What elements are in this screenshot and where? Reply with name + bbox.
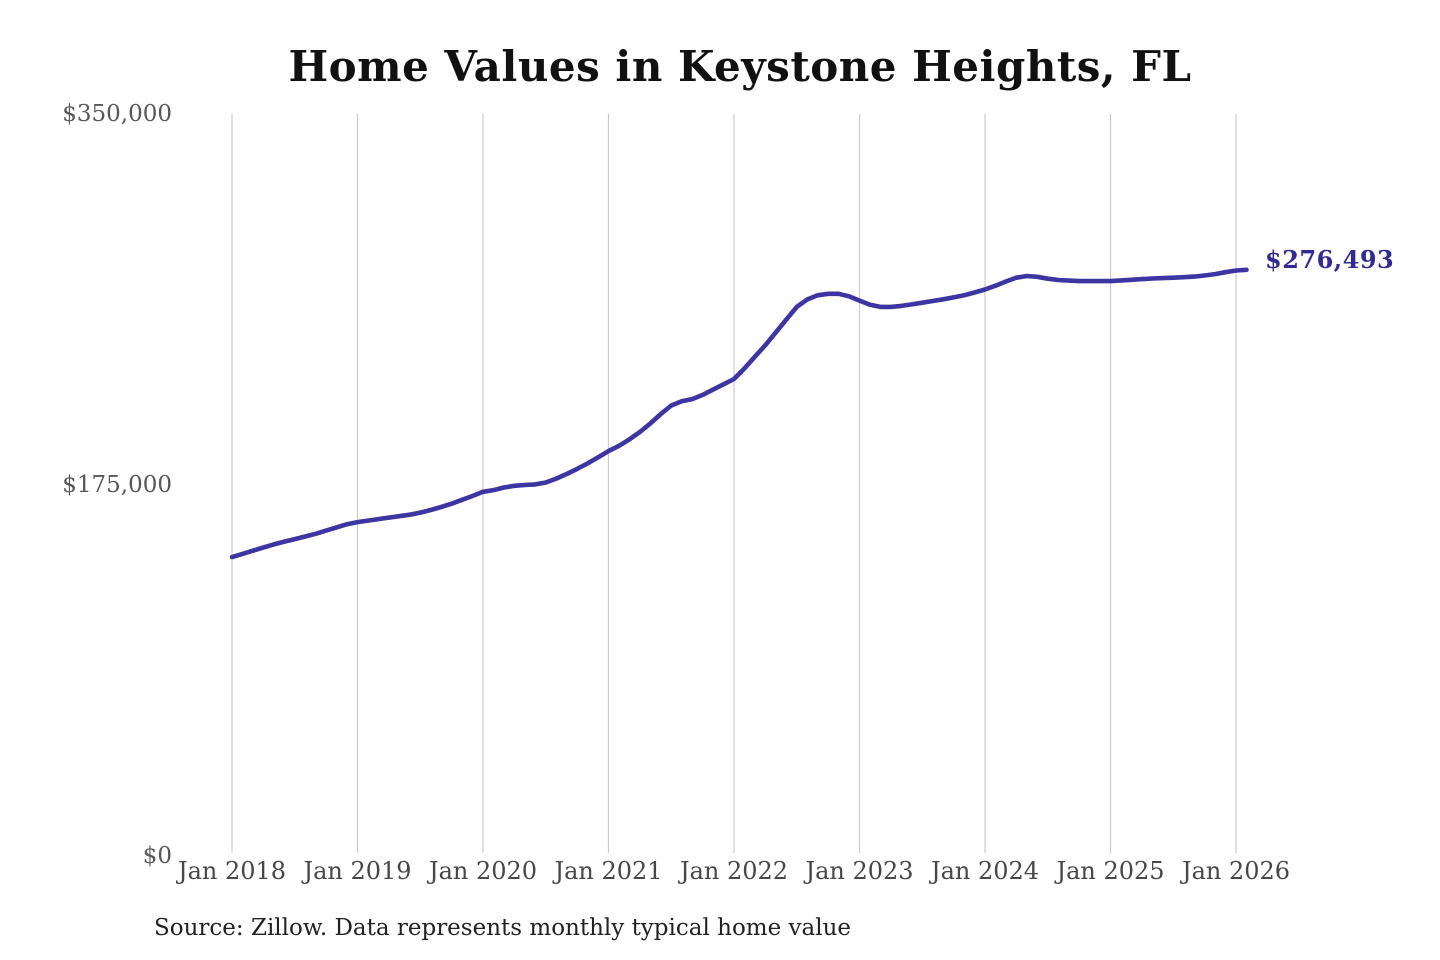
x-tick-label: Jan 2024 <box>930 857 1040 885</box>
x-tick-label: Jan 2020 <box>428 857 538 885</box>
x-tick-label: Jan 2021 <box>554 857 663 885</box>
home-value-line <box>229 267 1249 560</box>
y-tick-label: $350,000 <box>62 101 172 127</box>
source-attribution: Source: Zillow. Data represents monthly … <box>154 915 852 941</box>
chart-title: Home Values in Keystone Heights, FL <box>288 42 1192 91</box>
x-tick-label: Jan 2018 <box>177 857 287 885</box>
x-tick-label: Jan 2022 <box>679 857 789 885</box>
x-tick-label: Jan 2019 <box>303 857 412 885</box>
y-tick-label: $175,000 <box>62 472 172 498</box>
x-tick-label: Jan 2026 <box>1181 857 1291 885</box>
y-tick-label: $0 <box>142 843 172 869</box>
x-tick-label: Jan 2023 <box>805 857 914 885</box>
x-tick-label: Jan 2025 <box>1056 857 1165 885</box>
latest-value-label: $276,493 <box>1265 245 1395 274</box>
